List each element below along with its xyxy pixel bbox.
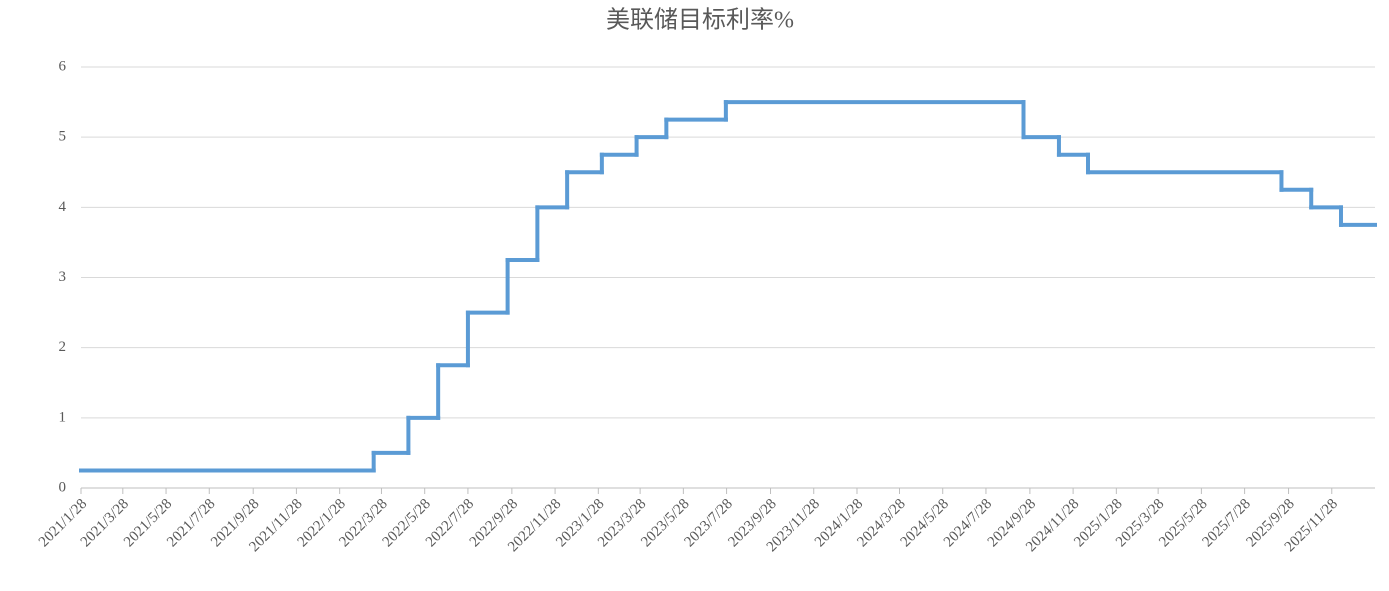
y-tick-label: 0 (59, 479, 67, 495)
y-tick-label: 6 (59, 58, 67, 74)
chart-title: 美联储目标利率% (606, 7, 794, 34)
y-tick-label: 1 (59, 409, 67, 425)
y-tick-label: 3 (59, 269, 67, 285)
y-tick-label: 5 (59, 129, 67, 145)
y-tick-label: 2 (59, 339, 67, 355)
y-tick-label: 4 (59, 199, 67, 215)
